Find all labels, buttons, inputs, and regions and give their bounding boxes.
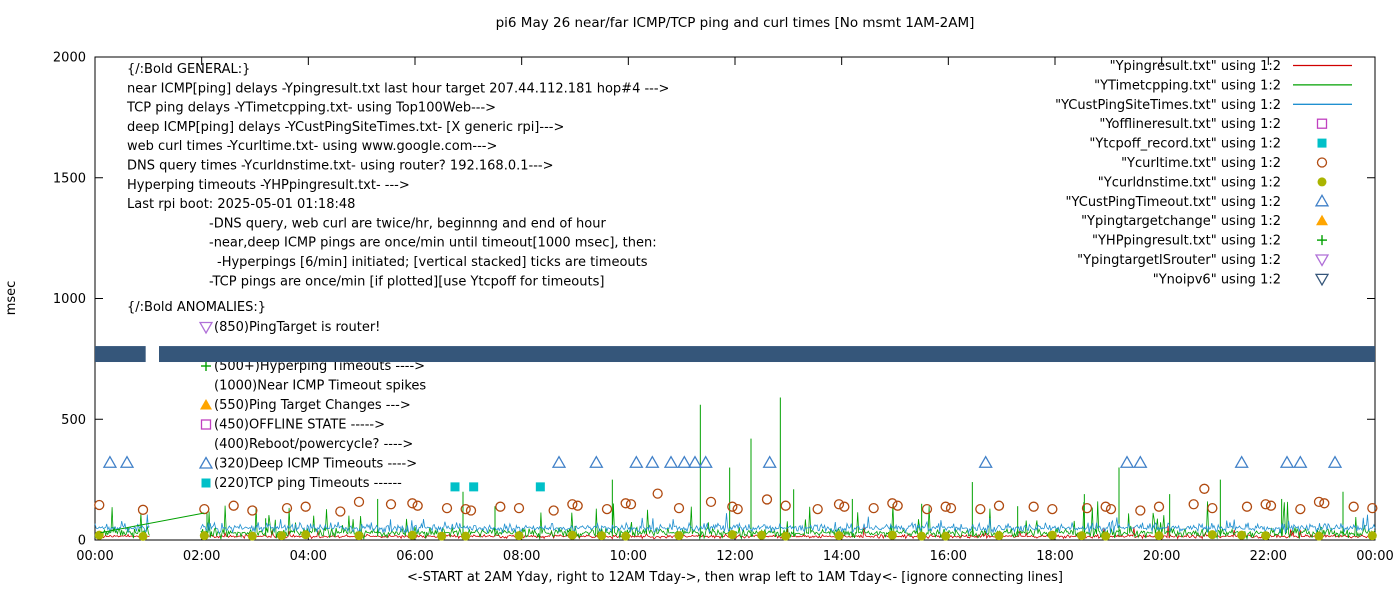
legend-item: "YHPpingresult.txt" using 1:2 [1092,234,1327,249]
general-note-line: -DNS query, web curl are twice/hr, begin… [209,216,606,231]
anomaly-item: (500+)Hyperping Timeouts ----> [214,359,425,374]
plot-annotations: {/:Bold GENERAL:} near ICMP[ping] delays … [126,62,669,491]
general-note-line: deep ICMP[ping] delays -YCustPingSiteTim… [127,120,564,135]
legend-item: "YCustPingTimeout.txt" using 1:2 [1066,193,1330,210]
series-YCustPingSiteTimes.txt [94,513,1376,535]
legend-label: "YHPpingresult.txt" using 1:2 [1092,234,1281,249]
data-series [94,397,1378,541]
general-note-line: -near,deep ICMP pings are once/min until… [209,236,657,251]
legend-label: "Ycurltime.txt" using 1:2 [1121,156,1281,171]
anomaly-item: (320)Deep ICMP Timeouts ----> [214,457,417,472]
legend-label: "Ypingresult.txt" using 1:2 [1110,59,1281,74]
x-tick-label: 20:00 [1143,549,1180,564]
legend-label: "YpingtargetISrouter" using 1:2 [1077,253,1281,268]
legend-item: "Ypingresult.txt" using 1:2 [1110,59,1352,74]
series-YCustPingTimeout.txt [102,455,1343,468]
legend-label: "YTimetcpping.txt" using 1:2 [1094,78,1281,93]
legend-label: "Ynoipv6" using 1:2 [1153,272,1281,287]
series-Ycurldnstime.txt [94,530,1377,541]
legend-label: "Ypingtargetchange" using 1:2 [1081,214,1281,229]
anomaly-item: (450)OFFLINE STATE -----> [214,418,385,433]
legend-item: "YCustPingSiteTimes.txt" using 1:2 [1055,98,1352,113]
legend-label: "Ytcpoff_record.txt" using 1:2 [1089,137,1281,152]
anomaly-item: (1000)Near ICMP Timeout spikes [214,379,426,394]
series-Ycurltime.txt [94,483,1378,517]
legend-item: "Ynoipv6" using 1:2 [1153,272,1330,287]
x-tick-label: 04:00 [290,549,327,564]
legend-item: "YTimetcpping.txt" using 1:2 [1094,78,1352,93]
legend-item: "Yofflineresult.txt" using 1:2 [1099,117,1328,132]
general-note-line: DNS query times -Ycurldnstime.txt- using… [127,159,553,174]
legend-item: "Ycurltime.txt" using 1:2 [1121,156,1328,171]
legend-item: "YpingtargetISrouter" using 1:2 [1077,253,1330,268]
legend: "Ypingresult.txt" using 1:2 "YTimetcpping… [1055,59,1352,287]
anomaly-item: (400)Reboot/powercycle? ----> [214,437,413,452]
y-tick-label: 1000 [53,292,86,307]
x-tick-label: 06:00 [396,549,433,564]
chart-title: pi6 May 26 near/far ICMP/TCP ping and cu… [496,15,975,31]
x-tick-label: 16:00 [930,549,967,564]
general-note-line: TCP ping delays -YTimetcpping.txt- using… [126,101,496,116]
x-tick-label: 10:00 [610,549,647,564]
general-note-line: near ICMP[ping] delays -Ypingresult.txt … [127,81,669,96]
legend-item: "Ytcpoff_record.txt" using 1:2 [1089,137,1327,152]
y-tick-label: 0 [78,534,86,549]
legend-label: "Ycurldnstime.txt" using 1:2 [1098,175,1281,190]
noipv6-band [95,345,1375,364]
series-Ytcpoff_record.txt [450,482,545,492]
general-note-line: -Hyperpings [6/min] initiated; [vertical… [217,255,648,270]
y-tick-label: 1500 [53,171,86,186]
x-tick-label: 14:00 [823,549,860,564]
y-axis-label: msec [4,281,19,316]
y-tick-label: 500 [61,413,86,428]
legend-label: "YCustPingTimeout.txt" using 1:2 [1066,195,1281,210]
general-note-line: Hyperping timeouts -YHPpingresult.txt- -… [127,178,410,193]
general-note-line: Last rpi boot: 2025-05-01 01:18:48 [127,197,355,212]
legend-label: "YCustPingSiteTimes.txt" using 1:2 [1055,98,1281,113]
anomaly-item: (220)TCP ping Timeouts ------ [214,476,402,491]
x-tick-label: 22:00 [1250,549,1287,564]
y-tick-label: 2000 [53,51,86,66]
anomaly-item: (550)Ping Target Changes ---> [214,398,411,413]
connecting-line-artifact [100,512,205,534]
series-YTimetcpping.txt [94,397,1376,541]
x-tick-label: 00:00 [1356,549,1393,564]
anomalies-header: {/:Bold ANOMALIES:} [127,300,266,315]
x-tick-label: 12:00 [716,549,753,564]
legend-item: "Ypingtargetchange" using 1:2 [1081,214,1328,229]
legend-item: "Ycurldnstime.txt" using 1:2 [1098,175,1327,190]
legend-label: "Yofflineresult.txt" using 1:2 [1099,117,1281,132]
general-note-line: -TCP pings are once/min [if plotted][use… [209,274,604,289]
general-note-line: web curl times -Ycurltime.txt- using www… [127,139,497,154]
general-note-line: {/:Bold GENERAL:} [127,62,250,77]
x-tick-label: 02:00 [183,549,220,564]
axes: 0 500 1000 1500 2000 00:00 02:00 04:00 06:00 08:0… [53,51,1394,565]
x-tick-label: 08:00 [503,549,540,564]
x-tick-label: 00:00 [76,549,113,564]
anomaly-item: (850)PingTarget is router! [214,320,380,335]
x-tick-label: 18:00 [1036,549,1073,564]
x-axis-label: <-START at 2AM Yday, right to 12AM Tday-… [407,570,1063,585]
